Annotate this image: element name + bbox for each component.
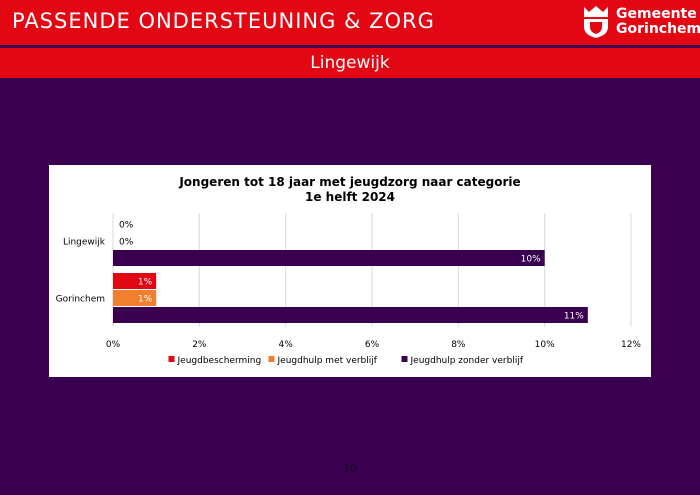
brand-line-2: Gorinchem — [616, 21, 700, 37]
bar — [113, 307, 588, 323]
page-number: 30 — [343, 462, 357, 475]
data-label: 1% — [138, 278, 153, 288]
gridlines — [112, 213, 632, 327]
data-label: 11% — [564, 312, 584, 322]
category-label: Lingewijk — [63, 238, 106, 248]
bar-chart: Jongeren tot 18 jaar met jeugdzorg naar … — [56, 175, 642, 366]
x-tick-label: 12% — [621, 340, 641, 350]
x-tick-label: 8% — [451, 340, 466, 350]
data-label: 10% — [521, 255, 541, 265]
bar — [113, 250, 545, 266]
legend: Jeugdbescherming Jeugdhulp met verblijf Je… — [168, 356, 524, 366]
category-label: Gorinchem — [56, 295, 105, 305]
subtitle-bar: Lingewijk — [0, 48, 700, 78]
header-bar: PASSENDE ONDERSTEUNING & ZORG Gemeente G… — [0, 0, 700, 45]
x-tick-label: 6% — [365, 340, 380, 350]
brand-logo: Gemeente Gorinchem — [580, 5, 700, 41]
x-tick-label: 2% — [192, 340, 207, 350]
brand-line-1: Gemeente — [616, 6, 697, 22]
brand-name: Gemeente Gorinchem — [616, 7, 700, 37]
data-label: 0% — [119, 221, 134, 231]
chart-panel: Jongeren tot 18 jaar met jeugdzorg naar … — [49, 165, 651, 377]
crown-shield-icon — [584, 6, 608, 38]
legend-label: Jeugdhulp zonder verblijf — [410, 356, 524, 366]
page-title: PASSENDE ONDERSTEUNING & ZORG — [12, 9, 435, 33]
x-tick-label: 4% — [279, 340, 294, 350]
x-tick-label: 10% — [535, 340, 555, 350]
chart-title-line-1: Jongeren tot 18 jaar met jeugdzorg naar … — [178, 175, 520, 189]
legend-label: Jeugdbescherming — [177, 356, 262, 366]
category-labels: Lingewijk Gorinchem — [56, 238, 106, 305]
bar — [113, 273, 157, 289]
legend-label: Jeugdhulp met verblijf — [277, 356, 378, 366]
subtitle: Lingewijk — [310, 53, 390, 73]
x-axis-ticks: 0% 2% 4% 6% 8% 10% 12% — [106, 340, 642, 350]
legend-swatch — [401, 356, 408, 362]
bar — [113, 290, 157, 306]
x-tick-label: 0% — [106, 340, 121, 350]
data-label: 0% — [119, 238, 134, 248]
data-label: 1% — [138, 295, 153, 305]
bars: 0% 0% 10% 1% 1% 11% — [113, 221, 588, 323]
legend-swatch — [268, 356, 275, 362]
legend-swatch — [168, 356, 175, 362]
chart-title-line-2: 1e helft 2024 — [305, 190, 395, 204]
